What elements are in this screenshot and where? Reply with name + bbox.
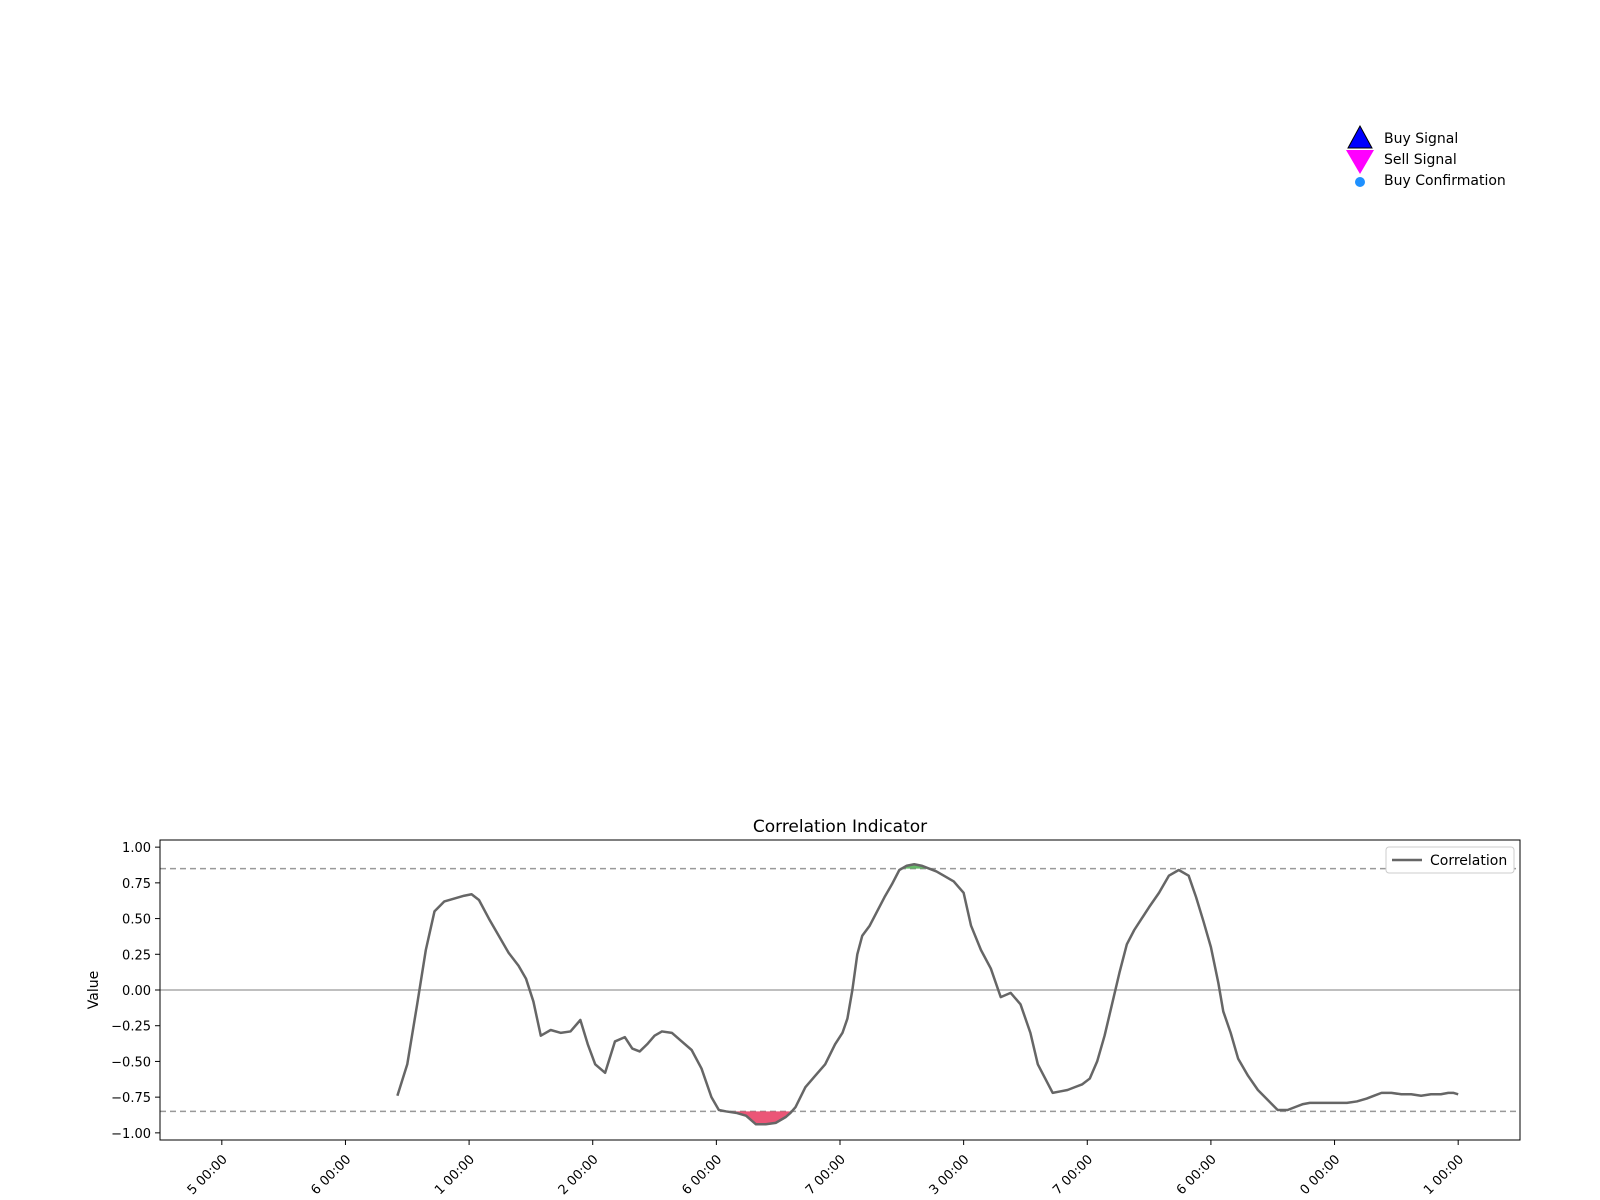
x-tick-label: 6 00:00	[679, 1152, 725, 1198]
correlation-series-line	[396, 863, 1459, 1126]
overbought-fill	[901, 864, 930, 869]
sell-signal-entry: Sell Signal	[1346, 150, 1457, 174]
y-axis-label: Value	[86, 971, 102, 1009]
y-tick-label: 1.00	[122, 841, 151, 856]
y-axis: 1.00 0.75 0.50 0.25 0.00 −0.25 −0.50 −0.75 −1.00	[111, 841, 160, 1142]
y-tick-label: −0.75	[111, 1091, 151, 1106]
chart-title: Correlation Indicator	[753, 817, 927, 837]
sell-signal-label: Sell Signal	[1384, 152, 1457, 168]
y-tick-label: −1.00	[111, 1127, 151, 1142]
chart-legend: Correlation	[1385, 846, 1515, 874]
x-tick-label: 3 00:00	[927, 1152, 973, 1198]
x-tick-label: 7 00:00	[803, 1152, 849, 1198]
x-tick-label: 1 00:00	[432, 1152, 478, 1198]
y-tick-label: 0.50	[122, 913, 151, 928]
y-tick-label: 0.75	[122, 877, 151, 892]
buy-signal-entry: Buy Signal	[1347, 124, 1458, 149]
signal-legend: Buy Signal Sell Signal Buy Confirmation	[1346, 124, 1506, 189]
x-axis: 5 00:00 6 00:00 1 00:00 2 00:00 6 00:00 7 00:…	[185, 1140, 1467, 1198]
y-tick-label: 0.00	[122, 984, 151, 999]
y-tick-label: −0.25	[111, 1020, 151, 1035]
legend-correlation-label: Correlation	[1430, 853, 1507, 869]
x-tick-label: 2 00:00	[556, 1152, 602, 1198]
x-tick-label: 6 00:00	[1174, 1152, 1220, 1198]
x-tick-label: 0 00:00	[1298, 1152, 1344, 1198]
x-tick-label: 5 00:00	[185, 1152, 231, 1198]
triangle-down-icon	[1346, 150, 1374, 174]
buy-confirmation-entry: Buy Confirmation	[1355, 173, 1506, 189]
dot-icon	[1355, 177, 1365, 187]
buy-confirmation-label: Buy Confirmation	[1384, 173, 1506, 189]
x-tick-label: 1 00:00	[1421, 1152, 1467, 1198]
y-tick-label: 0.25	[122, 948, 151, 963]
buy-signal-label: Buy Signal	[1384, 131, 1458, 147]
triangle-up-icon	[1347, 124, 1373, 149]
plot-area	[160, 863, 1520, 1126]
x-tick-label: 7 00:00	[1050, 1152, 1096, 1198]
x-tick-label: 6 00:00	[308, 1152, 354, 1198]
y-tick-label: −0.50	[111, 1055, 151, 1070]
plot-frame	[159, 839, 1521, 1141]
legend-box	[1385, 846, 1515, 874]
